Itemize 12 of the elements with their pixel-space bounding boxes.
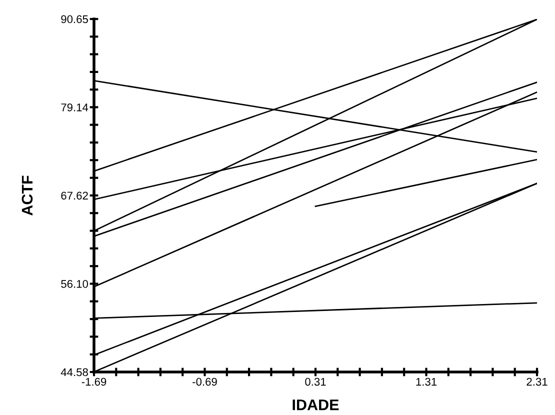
x-tick-label: 0.31	[305, 378, 326, 386]
x-tick-label: 1.31	[416, 378, 437, 386]
x-tick-label: 2.31	[526, 378, 548, 386]
y-tick-label: 56.10	[61, 280, 88, 288]
x-tick-label: -1.69	[82, 378, 106, 386]
x-axis-title: IDADE	[292, 400, 339, 410]
y-tick-label: 67.62	[61, 192, 88, 200]
x-tick-label: -0.69	[192, 378, 217, 386]
y-tick-label: 90.65	[61, 15, 88, 24]
y-tick-label: 44.58	[60, 368, 88, 376]
y-axis-title: ACTF	[22, 176, 33, 216]
y-tick-label: 79.14	[61, 103, 88, 112]
